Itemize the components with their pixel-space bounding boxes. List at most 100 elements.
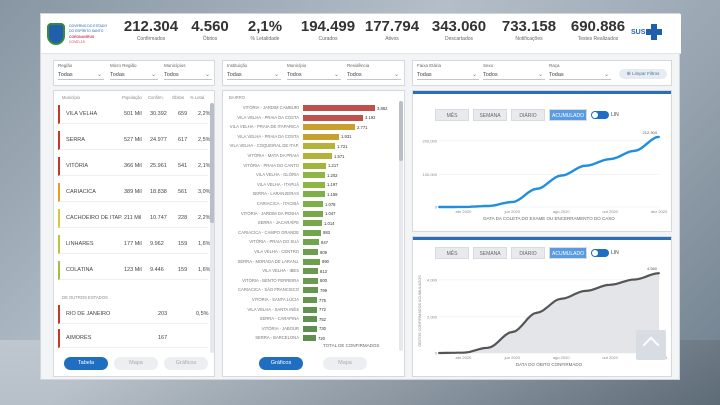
deaths-chart: MÊS SEMANA DIÁRIO ACUMULADO LIN 4.000 2.0… bbox=[412, 236, 672, 377]
charts-button[interactable]: Gráficos bbox=[259, 357, 303, 370]
bar[interactable] bbox=[303, 124, 355, 131]
data-point bbox=[535, 311, 538, 314]
map-button[interactable]: Mapa bbox=[323, 357, 367, 370]
bar-value: 1.571 bbox=[334, 153, 345, 159]
bar-label: VILA VELHA - ITAPUÃ bbox=[256, 181, 299, 187]
bar-value: 2.771 bbox=[357, 124, 368, 130]
bar[interactable] bbox=[303, 210, 323, 217]
bar[interactable] bbox=[303, 297, 317, 303]
table-row[interactable]: RIO DE JANEIRO 203 0,5% bbox=[58, 305, 209, 324]
linear-toggle[interactable] bbox=[591, 249, 609, 257]
bar-label: VITÓRIA - JARDIM CAMBURI bbox=[242, 105, 299, 110]
bar-label: SERRA - BARCELONA bbox=[255, 335, 299, 341]
bar[interactable] bbox=[303, 153, 332, 159]
lethality: 2,5% bbox=[198, 137, 211, 143]
bar-label: VILA VELHA - PRAIA DE ITAPARICA bbox=[229, 124, 299, 130]
table-row[interactable]: COLATINA 123 Mil 9.446 159 1,6% bbox=[58, 261, 211, 280]
bar[interactable] bbox=[303, 335, 316, 342]
bar[interactable] bbox=[303, 172, 325, 179]
table-row[interactable]: CARIACICA 389 Mil 18.838 561 3,0% bbox=[58, 183, 211, 202]
filter-race[interactable]: Raça Todas ⌄ bbox=[549, 63, 611, 80]
linear-toggle[interactable] bbox=[591, 111, 609, 119]
clear-filters-button[interactable]: ⊕ Limpar Filtros bbox=[619, 69, 667, 79]
bar[interactable] bbox=[303, 114, 363, 121]
filter-age[interactable]: Faixa Etária Todas ⌄ bbox=[417, 63, 479, 80]
table-row[interactable]: LINHARES 177 Mil 9.962 159 1,6% bbox=[58, 235, 211, 254]
bar[interactable] bbox=[303, 162, 326, 169]
table-button[interactable]: Tabela bbox=[64, 357, 108, 370]
tab-daily[interactable]: DIÁRIO bbox=[511, 109, 545, 121]
demographic-filters: Faixa Etária Todas ⌄ Sexo Todos ⌄ Raça Todas ⌄… bbox=[412, 60, 672, 86]
bar[interactable] bbox=[303, 306, 317, 313]
filter-municipality[interactable]: Municípios Todos ⌄ bbox=[164, 63, 212, 80]
map-button[interactable]: Mapa bbox=[114, 357, 158, 370]
filter-sex[interactable]: Sexo Todos ⌄ bbox=[483, 63, 545, 80]
filter-institution[interactable]: Instituição Todas ⌄ bbox=[227, 63, 281, 80]
bar[interactable] bbox=[303, 287, 318, 294]
confirmed: 203 bbox=[158, 311, 168, 317]
bar[interactable] bbox=[303, 249, 318, 255]
bar-label: VITÓRIA - SANTA LÚCIA bbox=[251, 297, 299, 302]
bar[interactable] bbox=[303, 220, 322, 227]
deaths: 159 bbox=[178, 241, 188, 247]
filter-residence[interactable]: Residência Todos ⌄ bbox=[347, 63, 401, 80]
bar[interactable] bbox=[303, 181, 325, 188]
data-point bbox=[584, 289, 587, 292]
deaths: 561 bbox=[178, 189, 188, 195]
bar[interactable] bbox=[303, 229, 321, 236]
bar[interactable] bbox=[303, 277, 318, 284]
table-row[interactable]: SERRA 527 Mil 24.977 617 2,5% bbox=[58, 131, 211, 150]
kpi-deaths: 4.560 Óbitos bbox=[191, 18, 229, 42]
bar[interactable] bbox=[303, 191, 325, 198]
bar[interactable] bbox=[303, 325, 317, 332]
municipality-name: LINHARES bbox=[66, 241, 94, 247]
bar[interactable] bbox=[303, 133, 339, 140]
tab-daily[interactable]: DIÁRIO bbox=[511, 247, 545, 259]
chevron-down-icon: ⌄ bbox=[204, 72, 210, 78]
data-point bbox=[609, 158, 612, 161]
bar-label: VILA VELHA - IBES bbox=[262, 268, 299, 274]
bar-value: 775 bbox=[319, 297, 326, 303]
chevron-down-icon: ⌄ bbox=[537, 72, 543, 78]
tab-month[interactable]: MÊS bbox=[435, 247, 469, 259]
population: 123 Mil bbox=[124, 267, 142, 273]
charts-button[interactable]: Gráficos bbox=[164, 357, 208, 370]
tab-week[interactable]: SEMANA bbox=[473, 109, 507, 121]
bar-value: 1.202 bbox=[327, 172, 338, 178]
kpi-bar: GOVERNO DO ESTADO DO ESPÍRITO SANTO CORO… bbox=[41, 14, 681, 54]
tab-month[interactable]: MÊS bbox=[435, 109, 469, 121]
data-point bbox=[511, 331, 514, 333]
bar[interactable] bbox=[303, 258, 320, 265]
kpi-tests: 690.886 Testes Realizados bbox=[570, 18, 626, 42]
data-point bbox=[560, 174, 563, 177]
tab-cumulative[interactable]: ACUMULADO bbox=[549, 109, 587, 121]
x-axis-title: DATA DO ÓBITO CONFIRMADO bbox=[516, 361, 583, 367]
tab-cumulative[interactable]: ACUMULADO bbox=[549, 247, 587, 259]
deaths: 541 bbox=[178, 163, 188, 169]
table-scrollbar[interactable] bbox=[210, 103, 214, 353]
table-row[interactable]: CACHOEIRO DE ITAP. 211 Mil 10.747 228 2,2% bbox=[58, 209, 211, 228]
coat-of-arms-icon bbox=[47, 23, 65, 45]
filter-region[interactable]: Região Todas ⌄ bbox=[58, 63, 104, 80]
bar-label: VITÓRIA - PRAIA DO CANTO bbox=[243, 162, 299, 168]
table-row[interactable]: VITÓRIA 366 Mil 25.961 541 2,1% bbox=[58, 157, 211, 176]
bar[interactable] bbox=[303, 143, 335, 150]
bar[interactable] bbox=[303, 201, 323, 207]
bar[interactable] bbox=[303, 239, 319, 246]
neighborhood-filters: Instituição Todas ⌄ Município Todos ⌄ Residê… bbox=[222, 60, 405, 86]
tab-week[interactable]: SEMANA bbox=[473, 247, 507, 259]
municipality-name: VILA VELHA bbox=[66, 111, 98, 117]
table-row[interactable]: AIMORÉS 167 bbox=[58, 329, 208, 348]
bar[interactable] bbox=[303, 316, 317, 323]
bars-scrollbar[interactable] bbox=[399, 101, 403, 351]
bar-value: 809 bbox=[320, 249, 327, 255]
filter-municipality-mid[interactable]: Município Todos ⌄ bbox=[287, 63, 341, 80]
bar[interactable] bbox=[303, 268, 318, 275]
data-point bbox=[535, 187, 538, 190]
x-tick-label: ago 2020 bbox=[553, 355, 570, 360]
chevron-down-icon: ⌄ bbox=[273, 72, 279, 78]
bar[interactable] bbox=[303, 105, 375, 111]
home-button[interactable] bbox=[636, 330, 666, 360]
filter-micro-region[interactable]: Micro Região Todas ⌄ bbox=[110, 63, 158, 80]
table-row[interactable]: VILA VELHA 501 Mil 30.392 659 2,2% bbox=[58, 105, 211, 124]
